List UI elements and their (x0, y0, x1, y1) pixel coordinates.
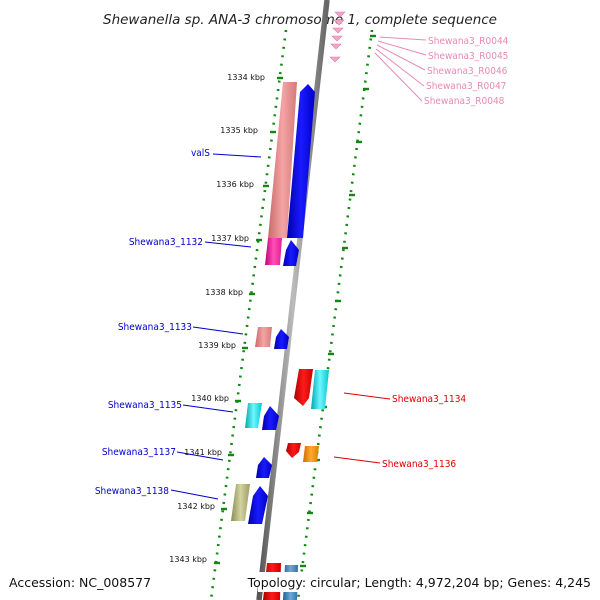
gene-orange-bar (303, 446, 319, 462)
gene-label-1136[interactable]: Shewana3_1136 (382, 459, 456, 470)
gene-blue-arrow (283, 240, 299, 266)
trna-chevron (329, 56, 341, 63)
tick-label: 1334 kbp (227, 73, 265, 82)
gene-red-arrow (286, 443, 301, 458)
gene-cyan-bar (311, 370, 329, 409)
left-outer-dotted-line (209, 29, 288, 600)
gene-olive-bar (231, 484, 250, 521)
trna-chevron (333, 19, 345, 26)
trna-chevron (330, 43, 342, 50)
left-gene-labels: valS Shewana3_1132 Shewana3_1133 Shewana… (95, 148, 210, 497)
right-gene-labels: Shewana3_1134 Shewana3_1136 (382, 394, 466, 470)
tick-label: 1340 kbp (191, 394, 229, 403)
left-label-connectors (170, 153, 262, 500)
rna-label-connectors (374, 36, 427, 102)
accession-text: Accession: NC_008577 (9, 575, 151, 590)
tick-label: 1341 kbp (184, 448, 222, 457)
rna-label-r0047[interactable]: Shewana3_R0047 (426, 81, 506, 92)
tick-label: 1335 kbp (220, 126, 258, 135)
gene-label-1132[interactable]: Shewana3_1132 (129, 237, 203, 248)
chromosome-backbone (256, 0, 330, 600)
tick-label: 1338 kbp (205, 288, 243, 297)
gene-label-1135[interactable]: Shewana3_1135 (108, 400, 182, 411)
right-label-connectors (333, 392, 391, 464)
gene-blue-arrow (256, 457, 272, 478)
trna-chevron (334, 11, 346, 18)
gene-salmon-bar (268, 82, 297, 238)
tick-label: 1342 kbp (177, 502, 215, 511)
rna-label-r0045[interactable]: Shewana3_R0045 (428, 51, 508, 62)
gene-label-1133[interactable]: Shewana3_1133 (118, 322, 192, 333)
gene-blue-arrow (274, 329, 289, 349)
tick-label: 1337 kbp (211, 234, 249, 243)
gene-label-1134[interactable]: Shewana3_1134 (392, 394, 466, 405)
trna-chevron (331, 35, 343, 42)
gene-features (231, 82, 329, 600)
map-title: Shewanella sp. ANA-3 chromosome 1, compl… (103, 12, 497, 28)
rna-label-r0046[interactable]: Shewana3_R0046 (427, 66, 508, 77)
gene-label-vals[interactable]: valS (191, 148, 210, 159)
gene-label-1137[interactable]: Shewana3_1137 (102, 447, 176, 458)
gene-blue-arrow (248, 486, 268, 524)
tick-label: 1336 kbp (216, 180, 254, 189)
tick-labels: 1334 kbp 1335 kbp 1336 kbp 1337 kbp 1338… (169, 73, 265, 564)
gene-blue-arrow (287, 84, 315, 238)
gene-magenta-bar (265, 238, 282, 265)
trna-chevron (332, 27, 344, 34)
gene-red-arrow (294, 369, 313, 406)
trna-chevrons (329, 11, 346, 63)
rna-gene-labels: Shewana3_R0044 Shewana3_R0045 Shewana3_R… (424, 36, 509, 107)
left-tick-dashes (214, 76, 283, 565)
gene-salmon-bar (255, 327, 272, 347)
topology-text: Topology: circular; Length: 4,972,204 bp… (247, 575, 591, 590)
tick-label: 1339 kbp (198, 341, 236, 350)
gene-blue-arrow (262, 406, 279, 430)
tick-label: 1343 kbp (169, 555, 207, 564)
gene-cyan-bar (245, 403, 262, 428)
footer-topology-backdrop (258, 572, 594, 592)
rna-label-r0048[interactable]: Shewana3_R0048 (424, 96, 505, 107)
rna-label-r0044[interactable]: Shewana3_R0044 (428, 36, 509, 47)
gene-label-1138[interactable]: Shewana3_1138 (95, 486, 169, 497)
